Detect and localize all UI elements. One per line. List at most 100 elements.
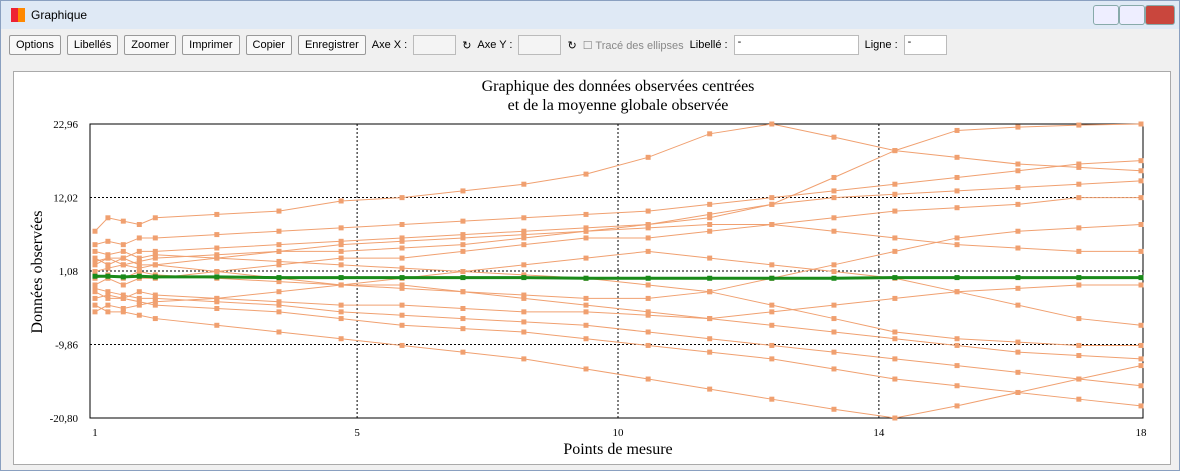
point — [338, 255, 344, 261]
point — [460, 248, 466, 254]
point — [1076, 396, 1082, 402]
point — [276, 329, 282, 335]
point — [92, 295, 98, 301]
point — [338, 225, 344, 231]
point — [645, 208, 651, 214]
point — [831, 174, 837, 180]
point — [338, 238, 344, 244]
point — [1015, 161, 1021, 167]
point — [583, 366, 589, 372]
point — [521, 329, 527, 335]
point — [1015, 124, 1021, 130]
point — [460, 289, 466, 295]
point — [1015, 185, 1021, 191]
point — [152, 295, 158, 301]
point — [460, 188, 466, 194]
point — [707, 275, 713, 281]
point — [1138, 195, 1144, 201]
button[interactable]: Options — [9, 35, 61, 55]
point — [338, 302, 344, 308]
button[interactable]: Zoomer — [124, 35, 177, 55]
point — [399, 322, 405, 328]
point — [92, 309, 98, 315]
point — [831, 316, 837, 322]
combo[interactable]: - — [903, 35, 947, 55]
point — [707, 228, 713, 234]
close[interactable] — [1145, 5, 1175, 25]
point — [892, 181, 898, 187]
point — [399, 195, 405, 201]
point — [521, 272, 527, 278]
point — [521, 275, 527, 281]
point — [120, 292, 126, 298]
point — [831, 269, 837, 275]
point — [214, 269, 220, 275]
point — [521, 215, 527, 221]
point — [831, 195, 837, 201]
point — [583, 255, 589, 261]
point — [214, 305, 220, 311]
point — [954, 205, 960, 211]
point — [645, 312, 651, 318]
combo[interactable] — [413, 35, 457, 55]
point — [645, 329, 651, 335]
point — [1015, 285, 1021, 291]
point — [105, 302, 111, 308]
point — [120, 248, 126, 254]
button[interactable]: Libellés — [66, 35, 119, 55]
point — [92, 285, 98, 291]
point — [399, 235, 405, 241]
point — [120, 242, 126, 248]
point — [1015, 339, 1021, 345]
minimize[interactable] — [1093, 5, 1119, 25]
point — [136, 262, 142, 268]
point — [152, 274, 158, 280]
point — [707, 289, 713, 295]
point — [1015, 201, 1021, 207]
button[interactable]: Imprimer — [182, 35, 240, 55]
point — [460, 326, 466, 332]
point — [399, 312, 405, 318]
point — [214, 211, 220, 217]
point — [214, 232, 220, 238]
point — [338, 242, 344, 248]
point — [1138, 403, 1144, 409]
point — [521, 292, 527, 298]
y-tick-label: 1,08 — [59, 266, 79, 278]
button[interactable]: Enregistrer — [297, 35, 366, 55]
point — [136, 269, 142, 275]
point — [276, 299, 282, 305]
point — [92, 282, 98, 288]
point — [769, 396, 775, 402]
point — [460, 242, 466, 248]
point — [105, 273, 111, 279]
checkbox[interactable]: ☐ Tracé des ellipses — [582, 39, 684, 52]
refresh[interactable]: ↻ — [462, 39, 472, 52]
combo[interactable]: - — [733, 35, 859, 55]
point — [1138, 356, 1144, 362]
point — [1015, 228, 1021, 234]
maximize[interactable] — [1119, 5, 1145, 25]
point — [583, 275, 589, 281]
point — [521, 262, 527, 268]
point — [460, 316, 466, 322]
point — [521, 235, 527, 241]
point — [707, 336, 713, 342]
point — [892, 356, 898, 362]
point — [521, 242, 527, 248]
button[interactable]: Copier — [245, 35, 292, 55]
point — [954, 275, 960, 281]
point — [769, 195, 775, 201]
refresh[interactable]: ↻ — [567, 39, 577, 52]
point — [105, 295, 111, 301]
point — [92, 228, 98, 234]
point — [136, 222, 142, 228]
combo[interactable] — [518, 35, 562, 55]
point — [645, 222, 651, 228]
point — [460, 305, 466, 311]
point — [460, 275, 466, 281]
point — [92, 242, 98, 248]
point — [399, 285, 405, 291]
point — [276, 302, 282, 308]
